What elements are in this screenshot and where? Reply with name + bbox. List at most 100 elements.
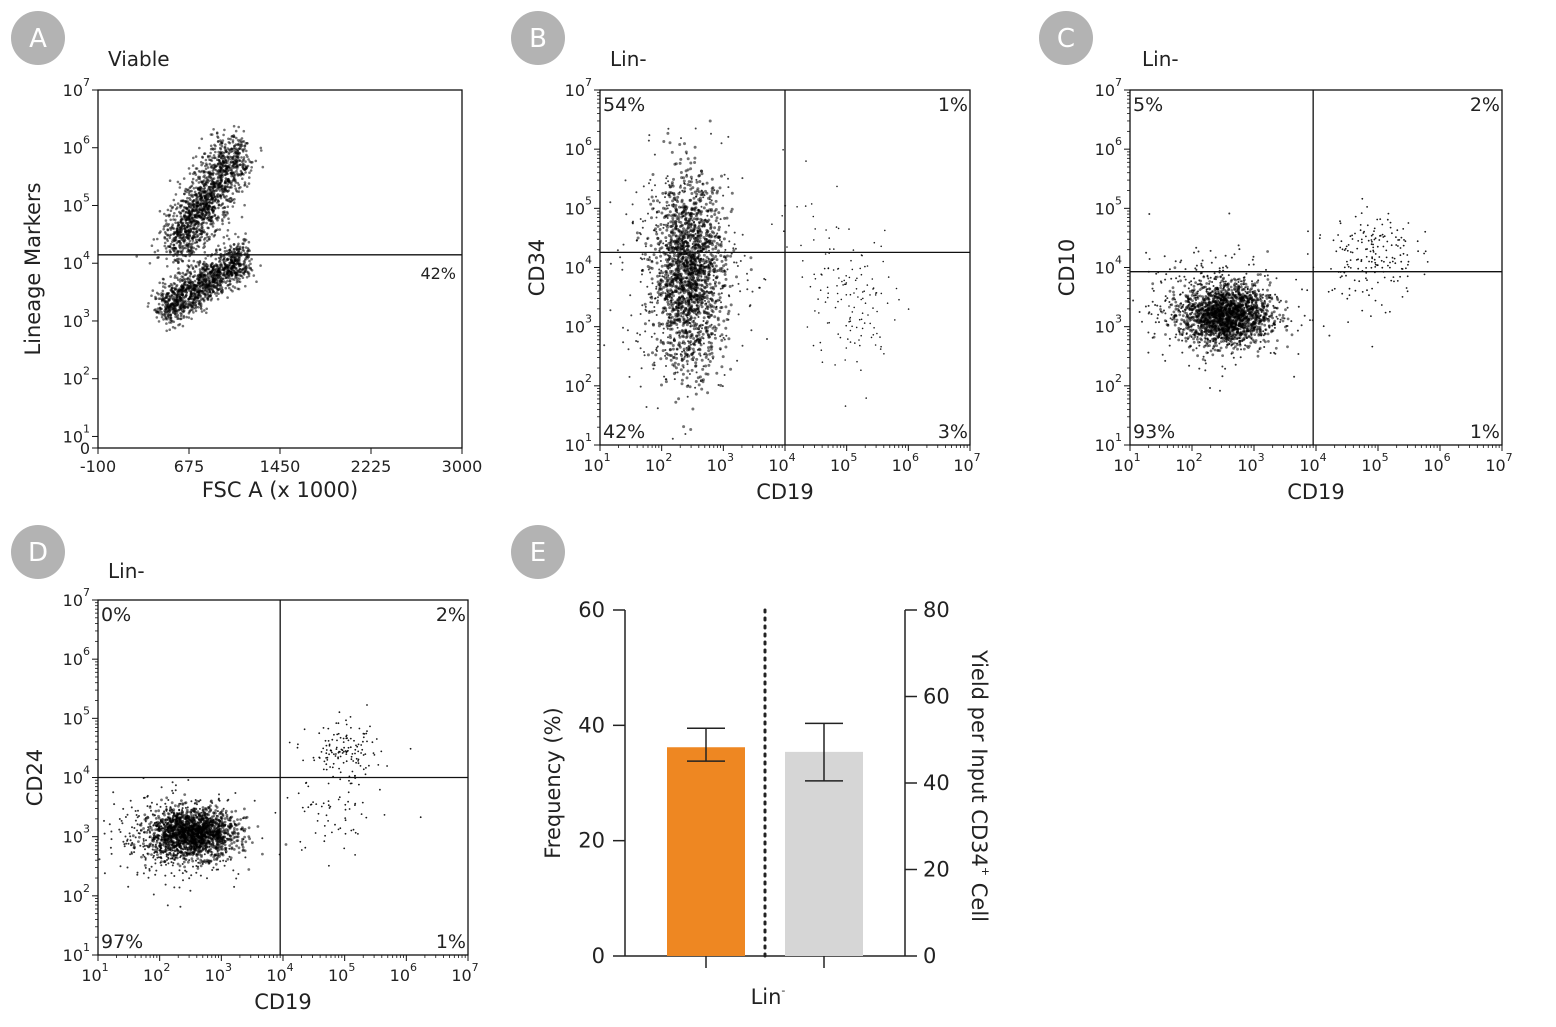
data-point [695, 357, 699, 361]
data-point [671, 217, 675, 220]
data-point [226, 189, 229, 193]
data-point [667, 222, 670, 225]
data-point [674, 267, 678, 271]
data-point [653, 361, 656, 364]
data-point [651, 282, 654, 285]
data-point [661, 349, 665, 353]
data-point [836, 285, 838, 287]
data-point [861, 291, 864, 293]
data-point [679, 157, 683, 161]
data-point [228, 200, 231, 203]
data-point [197, 177, 200, 180]
data-point [199, 199, 203, 202]
data-point [849, 316, 852, 319]
data-point [796, 206, 798, 208]
data-point [213, 185, 216, 189]
data-point [243, 183, 247, 186]
data-point [609, 262, 612, 265]
data-point [241, 177, 244, 180]
data-point [195, 238, 198, 242]
data-point [673, 246, 677, 250]
data-point [191, 182, 195, 185]
data-point [164, 224, 167, 227]
data-point [705, 181, 709, 185]
data-point [705, 294, 709, 298]
data-point [683, 351, 687, 355]
data-point [164, 315, 167, 319]
data-point [694, 214, 698, 218]
data-point [183, 192, 186, 196]
data-point [853, 306, 855, 309]
data-point [862, 297, 864, 300]
data-point [214, 273, 218, 277]
data-point [239, 163, 242, 166]
data-point [175, 241, 179, 245]
data-point [670, 284, 674, 288]
data-point [701, 225, 704, 228]
data-point [698, 348, 702, 352]
data-point [686, 311, 689, 314]
data-point [685, 376, 689, 380]
data-point [164, 293, 168, 297]
data-point [227, 137, 230, 141]
data-point [188, 275, 192, 278]
data-point [169, 294, 173, 298]
data-point [650, 335, 653, 338]
data-point [656, 299, 659, 302]
data-point [201, 217, 205, 221]
data-point [174, 315, 177, 319]
data-point [628, 375, 631, 378]
data-point [226, 205, 230, 208]
data-point [213, 182, 216, 185]
data-point [821, 274, 823, 276]
data-point [692, 202, 696, 206]
data-point [700, 358, 704, 362]
data-point [208, 162, 212, 166]
data-point [732, 247, 735, 250]
y-tick-label: 103 [63, 307, 90, 331]
data-point [679, 297, 682, 299]
data-point [688, 373, 691, 375]
data-point [809, 285, 812, 288]
data-point [700, 275, 703, 278]
data-point [176, 180, 180, 184]
data-point [668, 353, 672, 357]
data-point [169, 209, 173, 213]
data-point [644, 242, 648, 246]
data-point [694, 273, 697, 276]
data-point [179, 215, 183, 218]
data-point [656, 274, 660, 278]
data-point [230, 147, 233, 151]
data-point [205, 213, 208, 216]
data-point [194, 167, 198, 170]
data-point [234, 151, 238, 155]
data-point [724, 305, 728, 309]
data-point [176, 313, 180, 317]
data-point [192, 187, 196, 190]
data-point [179, 226, 182, 229]
data-point [655, 285, 658, 288]
y-tick-label: 106 [63, 134, 90, 158]
data-point [241, 246, 245, 249]
data-point [201, 297, 205, 300]
data-point [216, 289, 219, 292]
data-point [712, 287, 716, 291]
data-point [609, 201, 612, 204]
data-point [204, 158, 208, 162]
data-point [719, 218, 722, 221]
data-point [699, 342, 702, 345]
data-point [694, 361, 698, 365]
data-point [208, 155, 212, 158]
data-point [661, 275, 664, 278]
data-point [228, 279, 232, 283]
data-point [233, 159, 237, 163]
data-point [172, 282, 176, 285]
data-point [705, 275, 709, 279]
data-point [828, 321, 830, 324]
data-point [845, 283, 847, 286]
data-point [236, 150, 240, 153]
data-point [182, 239, 186, 243]
data-point [703, 285, 706, 289]
data-point [212, 128, 215, 131]
data-point [223, 145, 227, 149]
